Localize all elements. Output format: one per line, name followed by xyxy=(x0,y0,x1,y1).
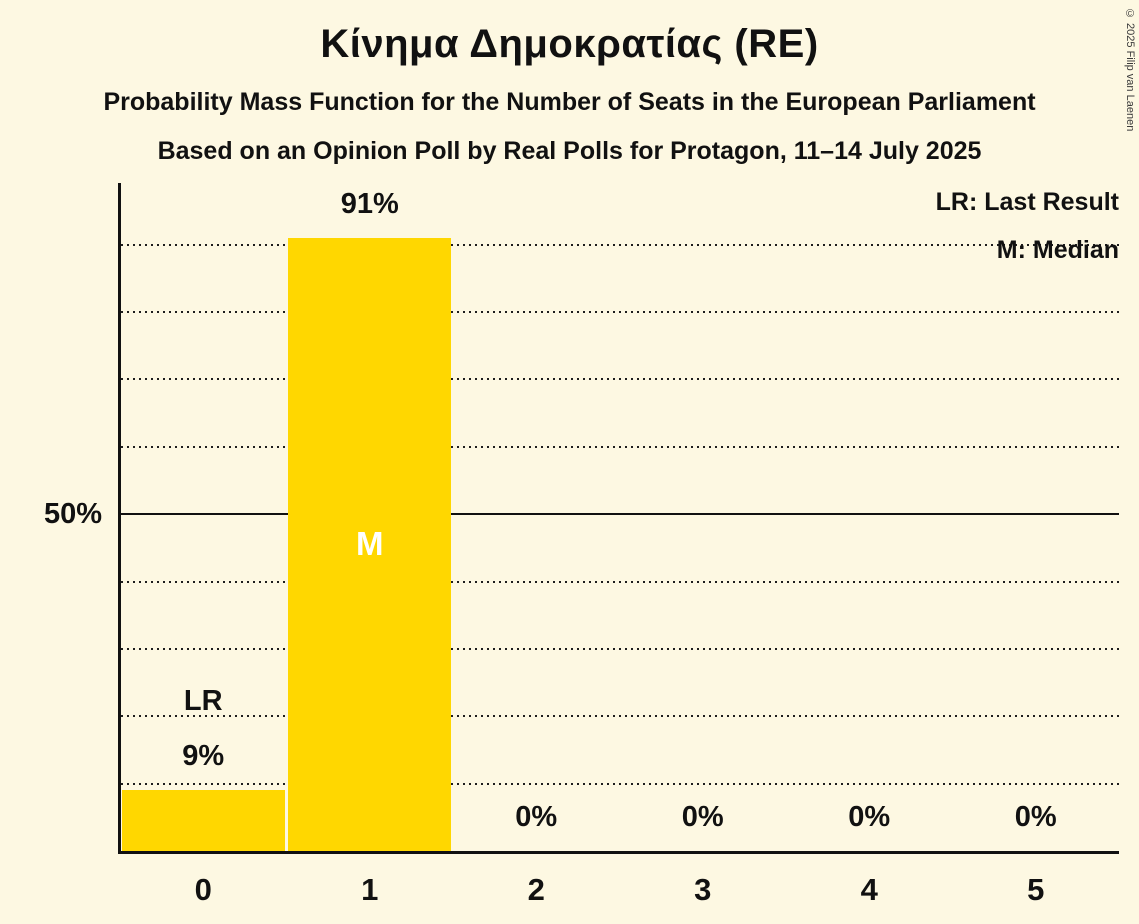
bar-value-label-0: 9% xyxy=(182,740,225,773)
chart-title: Κίνημα Δημοκρατίας (RE) xyxy=(320,22,819,66)
x-axis-line xyxy=(118,851,1119,854)
copyright-notice: © 2025 Filip van Laenen xyxy=(1124,8,1136,132)
gridline-30pct xyxy=(121,647,1119,650)
bar-seats-0 xyxy=(121,790,285,851)
bar-value-label-4: 0% xyxy=(848,801,891,833)
x-axis-tick-labels: 0 1 2 3 4 5 xyxy=(120,872,1119,908)
bar-value-label-1: 91% xyxy=(340,187,399,220)
legend-last-result: LR: Last Result xyxy=(935,188,1119,216)
bar-value-label-3: 0% xyxy=(681,801,724,833)
y-axis-tick-label: 50% xyxy=(43,498,102,530)
x-tick-label-5: 5 xyxy=(1027,872,1045,907)
chart-subtitle: Probability Mass Function for the Number… xyxy=(103,88,1036,116)
gridline-10pct xyxy=(121,782,1119,785)
x-tick-label-0: 0 xyxy=(194,872,212,907)
plot-area: 9% LR 91% M 0% 0% 0% 0% xyxy=(118,183,1119,854)
gridline-80pct xyxy=(121,311,1119,314)
last-result-marker: LR xyxy=(183,685,223,718)
bar-seats-1 xyxy=(288,238,451,851)
median-marker: M xyxy=(356,525,384,563)
bar-value-label-2: 0% xyxy=(515,801,558,833)
legend-median: M: Median xyxy=(996,236,1119,264)
x-tick-label-4: 4 xyxy=(860,872,878,907)
chart-source-line: Based on an Opinion Poll by Real Polls f… xyxy=(157,137,982,165)
gridline-50pct-solid xyxy=(121,513,1119,516)
bar-value-label-5: 0% xyxy=(1014,801,1057,833)
x-tick-label-3: 3 xyxy=(694,872,712,907)
gridline-20pct xyxy=(121,715,1119,718)
gridline-40pct xyxy=(121,580,1119,583)
chart-legend: LR: Last Result M: Median xyxy=(936,186,1119,266)
gridline-60pct xyxy=(121,445,1119,448)
x-tick-label-2: 2 xyxy=(527,872,545,907)
gridline-70pct xyxy=(121,378,1119,381)
gridline-90pct xyxy=(121,243,1119,246)
x-tick-label-1: 1 xyxy=(361,872,379,907)
y-axis-line xyxy=(118,183,121,854)
